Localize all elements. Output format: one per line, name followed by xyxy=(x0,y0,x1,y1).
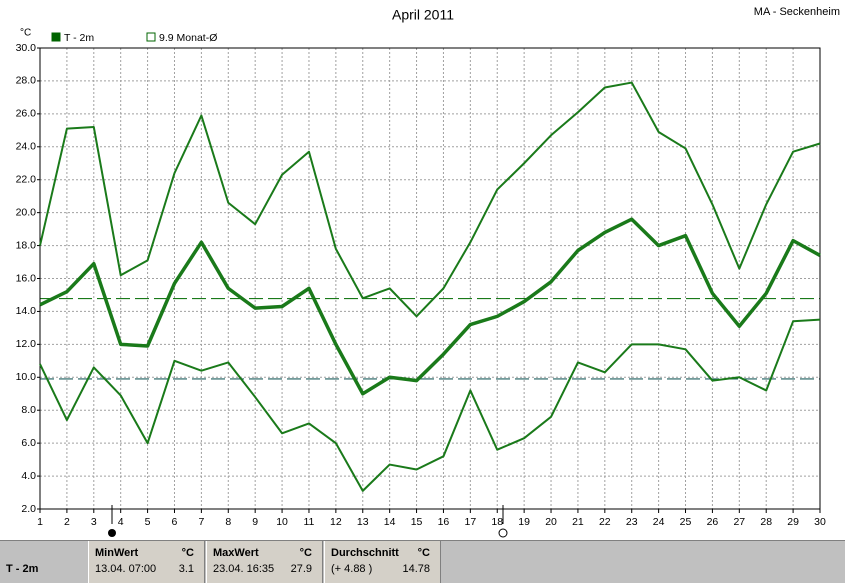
plot-frame xyxy=(39,47,821,510)
stats-panel: T - 2m MinWert °C 13.04. 07:00 3.1 MaxWert °C… xyxy=(0,540,845,583)
y-tick-label: 4.0 xyxy=(21,470,36,482)
x-tick-label: 24 xyxy=(653,516,665,528)
y-tick-label: 26.0 xyxy=(16,108,37,120)
y-tick-label: 16.0 xyxy=(16,272,37,284)
stats-unit: °C xyxy=(417,547,430,559)
x-tick-label: 25 xyxy=(680,516,692,528)
x-tick-label: 30 xyxy=(814,516,826,528)
x-tick-label: 15 xyxy=(411,516,423,528)
stats-time: 13.04. 07:00 xyxy=(95,563,157,575)
legend-label: T - 2m xyxy=(64,32,94,44)
legend-label: 9.9 Monat-Ø xyxy=(159,32,217,44)
x-tick-label: 1 xyxy=(37,516,43,528)
stats-cell: MinWert °C 13.04. 07:00 3.1 xyxy=(88,541,205,583)
x-tick-label: 27 xyxy=(733,516,745,528)
stats-value: 14.78 xyxy=(402,563,430,575)
x-tick-label: 6 xyxy=(172,516,178,528)
x-tick-label: 3 xyxy=(91,516,97,528)
y-tick-label: 2.0 xyxy=(21,503,36,515)
new-moon xyxy=(108,529,116,537)
y-unit: °C xyxy=(20,28,31,39)
stats-header: Durchschnitt xyxy=(331,547,399,559)
x-tick-label: 4 xyxy=(118,516,124,528)
x-tick-label: 23 xyxy=(626,516,638,528)
x-tick-label: 9 xyxy=(252,516,258,528)
y-tick-label: 10.0 xyxy=(16,371,37,383)
x-tick-label: 29 xyxy=(787,516,799,528)
station: MA - Seckenheim xyxy=(754,6,840,18)
x-tick-label: 13 xyxy=(357,516,369,528)
series-line xyxy=(39,318,821,492)
stats-cell: MaxWert °C 23.04. 16:35 27.9 xyxy=(206,541,323,583)
y-tick-label: 30.0 xyxy=(16,42,37,54)
y-tick-label: 6.0 xyxy=(21,437,36,449)
y-tick-label: 14.0 xyxy=(16,305,37,317)
x-tick-label: 19 xyxy=(518,516,530,528)
x-tick-label: 12 xyxy=(330,516,342,528)
x-tick-label: 16 xyxy=(438,516,450,528)
stats-cell: Durchschnitt °C (+ 4.88 ) 14.78 xyxy=(324,541,441,583)
stats-unit: °C xyxy=(181,547,194,559)
stats-unit: °C xyxy=(299,547,312,559)
x-tick-label: 10 xyxy=(276,516,288,528)
x-tick-label: 26 xyxy=(707,516,719,528)
x-tick-label: 22 xyxy=(599,516,611,528)
y-tick-label: 24.0 xyxy=(16,141,37,153)
y-tick-label: 12.0 xyxy=(16,338,37,350)
x-tick-label: 17 xyxy=(465,516,477,528)
x-tick-label: 5 xyxy=(145,516,151,528)
stats-time: (+ 4.88 ) xyxy=(331,563,373,575)
series-line xyxy=(39,217,821,396)
x-tick-label: 7 xyxy=(198,516,204,528)
x-tick-label: 18 xyxy=(491,516,503,528)
y-tick-label: 8.0 xyxy=(21,404,36,416)
x-tick-label: 2 xyxy=(64,516,70,528)
stats-header: MaxWert xyxy=(213,547,259,559)
stats-value: 27.9 xyxy=(290,563,312,575)
y-tick-label: 20.0 xyxy=(16,206,37,218)
full-moon xyxy=(498,528,508,538)
legend-swatch xyxy=(146,32,156,42)
chart-title: April 2011 xyxy=(392,7,454,23)
y-tick-label: 28.0 xyxy=(16,75,37,87)
x-tick-label: 8 xyxy=(225,516,231,528)
y-tick-label: 18.0 xyxy=(16,239,37,251)
series-line xyxy=(39,81,821,318)
x-tick-label: 20 xyxy=(545,516,557,528)
row-label: T - 2m xyxy=(6,563,39,575)
stats-time: 23.04. 16:35 xyxy=(213,563,275,575)
x-tick-label: 21 xyxy=(572,516,584,528)
stats-value: 3.1 xyxy=(178,563,194,575)
x-tick-label: 11 xyxy=(304,516,315,528)
x-tick-label: 28 xyxy=(760,516,772,528)
y-tick-label: 22.0 xyxy=(16,173,37,185)
chart: April 2011 MA - Seckenheim °C 2.0 4.0 6.0 8… xyxy=(15,5,840,538)
x-tick-label: 14 xyxy=(384,516,396,528)
legend-swatch xyxy=(51,32,61,42)
stats-header: MinWert xyxy=(95,547,139,559)
